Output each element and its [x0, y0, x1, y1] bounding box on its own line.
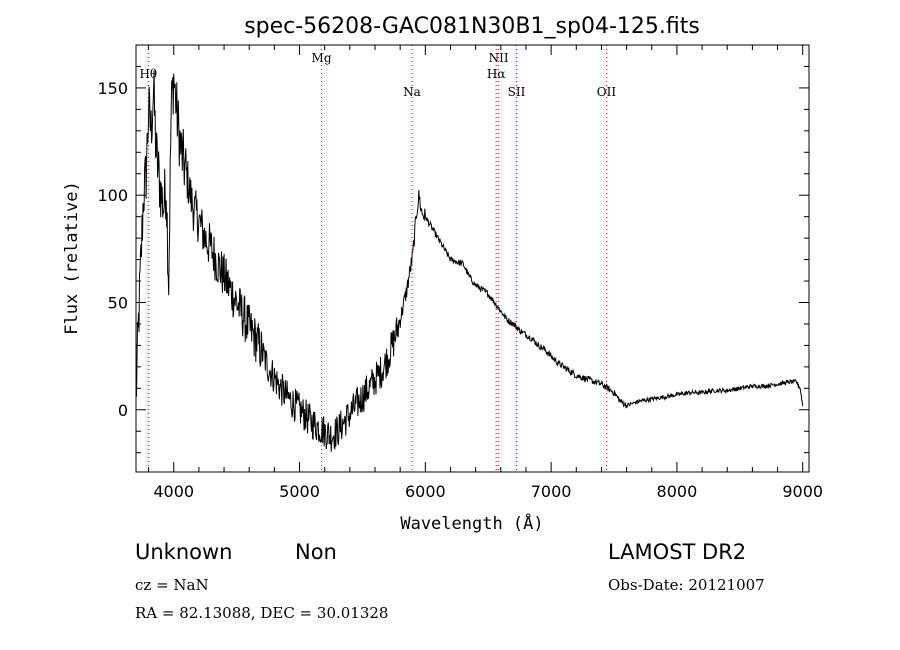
axis-ticks: 4000 5000 6000 7000 8000 9000 0 50 100 150: [97, 45, 823, 501]
x-tick-label-3: 7000: [531, 482, 572, 501]
object-type: Unknown: [135, 540, 233, 564]
line-label-2: Na: [403, 85, 421, 99]
redshift-value: cz = NaN: [135, 576, 209, 594]
chart-title: spec-56208-GAC081N30B1_sp04-125.fits: [244, 14, 700, 39]
observation-date: Obs-Date: 20121007: [608, 576, 765, 594]
survey-name: LAMOST DR2: [608, 540, 747, 564]
x-tick-label-0: 4000: [153, 482, 194, 501]
line-label-1: Mg: [312, 51, 332, 65]
line-label-6: OII: [597, 85, 617, 99]
line-label-5: SII: [508, 85, 526, 99]
x-tick-label-4: 8000: [657, 482, 698, 501]
line-label-4: Hα: [487, 67, 506, 81]
line-label-3: NII: [489, 51, 509, 65]
y-axis-label: Flux (relative): [62, 181, 82, 335]
y-tick-label-0: 0: [118, 401, 128, 420]
y-tick-label-1: 50: [108, 293, 128, 312]
line-label-0: Hθ: [139, 67, 157, 81]
spectrum-line: [135, 70, 804, 452]
y-tick-label-3: 150: [97, 79, 128, 98]
spectrum-chart: spec-56208-GAC081N30B1_sp04-125.fits 400…: [62, 14, 823, 534]
x-tick-label-5: 9000: [782, 482, 823, 501]
coordinates: RA = 82.13088, DEC = 30.01328: [135, 604, 389, 622]
y-tick-label-2: 100: [97, 186, 128, 205]
plot-frame: [135, 44, 810, 473]
object-subtype: Non: [295, 540, 337, 564]
x-tick-label-2: 6000: [405, 482, 446, 501]
spectrum-series: [135, 70, 804, 452]
x-tick-label-1: 5000: [279, 482, 320, 501]
x-axis-label: Wavelength (Å): [400, 512, 543, 534]
